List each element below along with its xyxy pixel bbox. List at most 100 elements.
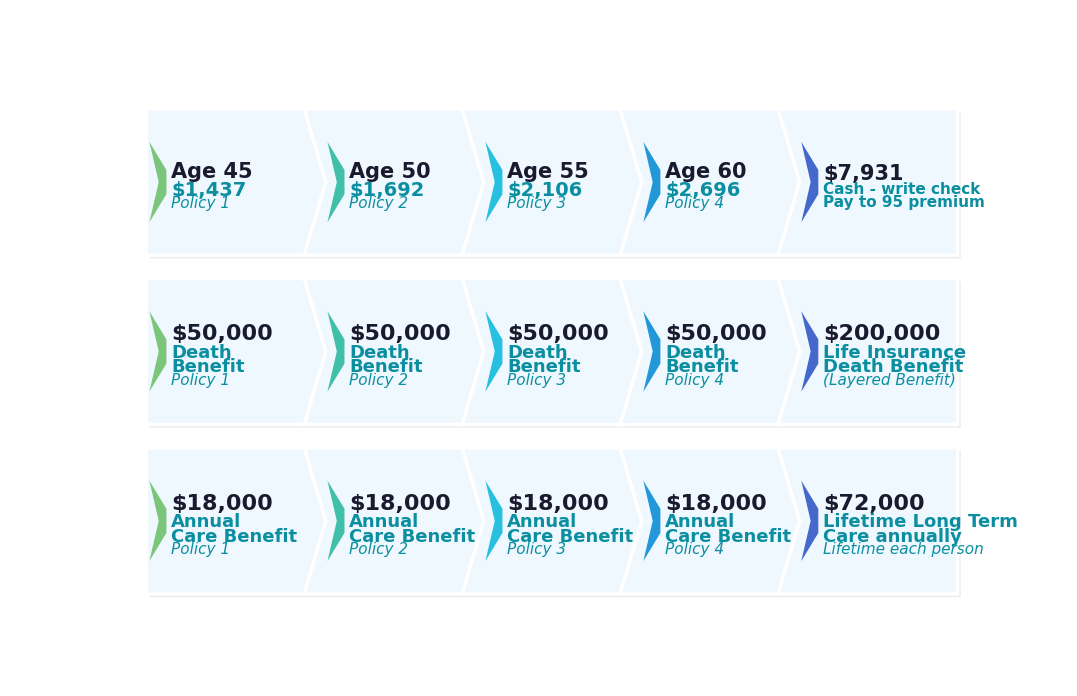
Polygon shape xyxy=(307,281,487,428)
Text: Age 45: Age 45 xyxy=(171,162,253,182)
Text: Care annually: Care annually xyxy=(823,528,962,546)
Text: Age 55: Age 55 xyxy=(507,162,589,182)
Text: Death: Death xyxy=(349,344,409,362)
Text: Policy 1: Policy 1 xyxy=(171,373,230,388)
Text: Death: Death xyxy=(665,344,726,362)
Text: $50,000: $50,000 xyxy=(665,324,767,345)
Text: $50,000: $50,000 xyxy=(507,324,609,345)
Text: $1,437: $1,437 xyxy=(171,181,247,200)
Text: Pay to 95 premium: Pay to 95 premium xyxy=(823,195,984,209)
Text: Policy 1: Policy 1 xyxy=(171,542,230,557)
Polygon shape xyxy=(146,109,326,255)
Text: (Layered Benefit): (Layered Benefit) xyxy=(823,373,956,388)
Polygon shape xyxy=(643,311,660,392)
Polygon shape xyxy=(486,481,503,561)
Polygon shape xyxy=(150,481,167,561)
Text: $18,000: $18,000 xyxy=(507,493,609,514)
Polygon shape xyxy=(465,281,645,428)
Polygon shape xyxy=(465,112,645,258)
Text: $200,000: $200,000 xyxy=(823,324,940,345)
Text: Policy 3: Policy 3 xyxy=(507,196,567,212)
Polygon shape xyxy=(150,311,167,392)
Text: Benefit: Benefit xyxy=(665,358,739,377)
Polygon shape xyxy=(462,448,642,594)
Text: $2,696: $2,696 xyxy=(665,181,740,200)
Text: Death: Death xyxy=(171,344,232,362)
Text: $1,692: $1,692 xyxy=(349,181,424,200)
Text: Annual: Annual xyxy=(349,514,419,531)
Polygon shape xyxy=(304,448,484,594)
Text: Policy 4: Policy 4 xyxy=(665,373,724,388)
Polygon shape xyxy=(778,278,957,425)
Polygon shape xyxy=(643,481,660,561)
Polygon shape xyxy=(465,451,645,597)
Polygon shape xyxy=(486,142,503,222)
Text: Policy 1: Policy 1 xyxy=(171,196,230,212)
Text: Care Benefit: Care Benefit xyxy=(665,528,792,546)
Text: Lifetime Long Term: Lifetime Long Term xyxy=(823,514,1018,531)
Text: Benefit: Benefit xyxy=(349,358,422,377)
Text: Policy 3: Policy 3 xyxy=(507,373,567,388)
Polygon shape xyxy=(624,112,802,258)
Polygon shape xyxy=(462,278,642,425)
Polygon shape xyxy=(620,109,800,255)
Polygon shape xyxy=(486,311,503,392)
Polygon shape xyxy=(304,109,484,255)
Polygon shape xyxy=(146,278,326,425)
Text: Policy 2: Policy 2 xyxy=(349,196,408,212)
Polygon shape xyxy=(620,448,800,594)
Text: Benefit: Benefit xyxy=(507,358,581,377)
Polygon shape xyxy=(620,278,800,425)
Polygon shape xyxy=(150,281,328,428)
Text: $2,106: $2,106 xyxy=(507,181,583,200)
Polygon shape xyxy=(778,448,957,594)
Polygon shape xyxy=(327,311,345,392)
Text: Annual: Annual xyxy=(507,514,577,531)
Text: Policy 2: Policy 2 xyxy=(349,373,408,388)
Polygon shape xyxy=(304,278,484,425)
Text: $18,000: $18,000 xyxy=(665,493,767,514)
Polygon shape xyxy=(327,481,345,561)
Text: Policy 2: Policy 2 xyxy=(349,542,408,557)
Text: Policy 4: Policy 4 xyxy=(665,196,724,212)
Text: $7,931: $7,931 xyxy=(823,164,904,184)
Polygon shape xyxy=(307,112,487,258)
Text: Annual: Annual xyxy=(171,514,241,531)
Polygon shape xyxy=(307,451,487,597)
Text: $72,000: $72,000 xyxy=(823,493,925,514)
Text: Policy 4: Policy 4 xyxy=(665,542,724,557)
Polygon shape xyxy=(150,112,328,258)
Text: Death Benefit: Death Benefit xyxy=(823,358,963,377)
Polygon shape xyxy=(624,281,802,428)
Text: Death: Death xyxy=(507,344,568,362)
Polygon shape xyxy=(801,481,819,561)
Text: $50,000: $50,000 xyxy=(171,324,272,345)
Text: $18,000: $18,000 xyxy=(171,493,272,514)
Polygon shape xyxy=(462,109,642,255)
Polygon shape xyxy=(624,451,802,597)
Text: Cash - write check: Cash - write check xyxy=(823,182,980,198)
Polygon shape xyxy=(781,112,961,258)
Text: Care Benefit: Care Benefit xyxy=(349,528,475,546)
Polygon shape xyxy=(781,281,961,428)
Polygon shape xyxy=(643,142,660,222)
Polygon shape xyxy=(801,311,819,392)
Text: Age 50: Age 50 xyxy=(349,162,431,182)
Text: Life Insurance: Life Insurance xyxy=(823,344,966,362)
Polygon shape xyxy=(146,448,326,594)
Polygon shape xyxy=(150,142,167,222)
Text: Care Benefit: Care Benefit xyxy=(507,528,633,546)
Polygon shape xyxy=(150,451,328,597)
Text: Age 60: Age 60 xyxy=(665,162,746,182)
Polygon shape xyxy=(781,451,961,597)
Text: Care Benefit: Care Benefit xyxy=(171,528,297,546)
Text: $18,000: $18,000 xyxy=(349,493,451,514)
Text: Policy 3: Policy 3 xyxy=(507,542,567,557)
Text: Benefit: Benefit xyxy=(171,358,244,377)
Text: Annual: Annual xyxy=(665,514,736,531)
Text: Lifetime each person: Lifetime each person xyxy=(823,542,983,557)
Text: $50,000: $50,000 xyxy=(349,324,451,345)
Polygon shape xyxy=(327,142,345,222)
Polygon shape xyxy=(801,142,819,222)
Polygon shape xyxy=(778,109,957,255)
